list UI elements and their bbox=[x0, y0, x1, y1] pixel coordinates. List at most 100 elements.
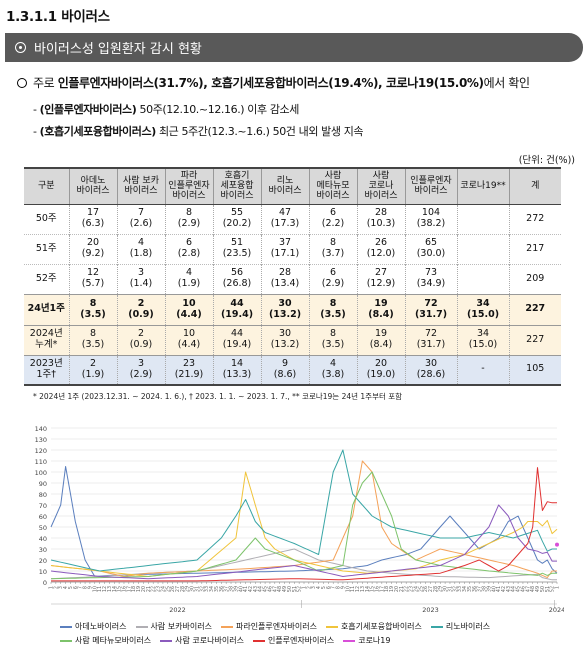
table-cell: 17 (6.3) bbox=[68, 204, 117, 234]
row-label: 24년1주 bbox=[24, 293, 69, 326]
cell-text: 51 bbox=[230, 237, 244, 249]
x-week-label: 23 bbox=[156, 586, 162, 592]
table-header-cell: 사람 코로나 바이러스 bbox=[356, 167, 405, 205]
cell-text: 4 bbox=[137, 237, 145, 249]
x-week-label: 45 bbox=[263, 586, 269, 592]
y-tick-label: 10 bbox=[39, 568, 47, 576]
sub-text: 50주(12.10.~12.16.) 이후 감소세 bbox=[136, 103, 300, 116]
x-week-label: 38 bbox=[482, 586, 488, 592]
series-line bbox=[51, 467, 557, 582]
x-week-label: 11 bbox=[350, 586, 356, 592]
unit-label: (단위: 건(%)) bbox=[518, 155, 575, 166]
table-cell: 8 (2.9) bbox=[164, 204, 213, 234]
row-label-text: 50주 bbox=[35, 212, 57, 224]
header-text: 메타뉴모 bbox=[316, 181, 350, 192]
table-cell: 44 (19.4) bbox=[212, 293, 261, 326]
legend-swatch bbox=[60, 639, 72, 642]
x-week-label: 8 bbox=[336, 586, 342, 589]
legend-label: 호흡기세포융합바이러스 bbox=[340, 622, 422, 631]
table-cell: 7 (2.6) bbox=[116, 204, 165, 234]
x-week-label: 7 bbox=[78, 586, 84, 589]
header-text: 계 bbox=[531, 181, 540, 192]
table-cell: 8 (3.7) bbox=[308, 233, 357, 264]
cell-text: 6 bbox=[329, 267, 337, 279]
y-tick-label: 140 bbox=[35, 425, 47, 433]
x-week-label: 33 bbox=[457, 586, 463, 592]
x-week-label: 46 bbox=[520, 586, 526, 592]
cell-text: 6 bbox=[185, 237, 193, 249]
table-cell: 65 (30.0) bbox=[404, 233, 457, 264]
legend-label: 사람 코로나바이러스 bbox=[175, 636, 244, 645]
cell-text: 20 bbox=[86, 237, 100, 249]
table-header-cell: 코로나19** bbox=[456, 167, 509, 205]
cell-text: (31.7) bbox=[416, 339, 446, 350]
x-week-label: 10 bbox=[92, 586, 98, 592]
x-week-label: 36 bbox=[219, 586, 225, 592]
table-header-cell: 파라 인플루엔자 바이러스 bbox=[164, 167, 213, 205]
row-label-text: 51주 bbox=[35, 242, 57, 254]
cell-text: 30 bbox=[424, 357, 438, 369]
x-week-label: 21 bbox=[146, 586, 152, 592]
legend-swatch bbox=[135, 625, 148, 628]
x-week-label: 26 bbox=[423, 586, 429, 592]
cell-text: 44 bbox=[230, 297, 244, 309]
cell-text: 8 bbox=[329, 237, 337, 249]
legend-label: 인플루엔자바이러스 bbox=[267, 636, 335, 645]
table-cell: 72 (31.7) bbox=[404, 325, 457, 355]
table-cell: 73 (34.9) bbox=[404, 263, 457, 294]
x-week-label: 49 bbox=[535, 586, 541, 592]
x-week-label: 8 bbox=[83, 586, 89, 589]
x-week-label: 1 bbox=[555, 586, 561, 589]
table-cell: 47 (17.3) bbox=[260, 204, 309, 234]
cell-text: (3.5) bbox=[321, 339, 345, 350]
table-row: 24년1주 8 (3.5) 2 (0.9) 10 (4.4) 44 (19.4) 30 (13.2)… bbox=[24, 293, 561, 326]
cell-text: (31.7) bbox=[414, 308, 448, 320]
x-week-label: 52 bbox=[297, 586, 303, 592]
x-week-label: 44 bbox=[258, 586, 264, 592]
legend-item: 코로나19 bbox=[343, 635, 390, 646]
header-text: 바이러스 bbox=[414, 186, 448, 197]
x-week-label: 3 bbox=[311, 586, 317, 589]
legend-row: 사람 메타뉴모바이러스 사람 코로나바이러스 인플루엔자바이러스 코로나19 bbox=[60, 635, 570, 646]
cell-text: (2.9) bbox=[321, 278, 345, 289]
cell-text: 2 bbox=[137, 297, 145, 309]
cell-text: 17 bbox=[86, 207, 100, 219]
x-week-label: 30 bbox=[190, 586, 196, 592]
x-week-label: 13 bbox=[360, 586, 366, 592]
table-cell: 6 (2.8) bbox=[164, 233, 213, 264]
x-week-label: 16 bbox=[374, 586, 380, 592]
x-week-label: 9 bbox=[340, 586, 346, 589]
y-tick-label: 120 bbox=[35, 447, 47, 455]
table-cell: 4 (3.8) bbox=[308, 354, 357, 386]
cell-text: 4 bbox=[185, 267, 193, 279]
cell-text: (2.2) bbox=[321, 218, 345, 229]
x-week-label: 50 bbox=[287, 586, 293, 592]
series-line bbox=[50, 504, 557, 580]
x-week-label: 47 bbox=[272, 586, 278, 592]
cell-text: 44 bbox=[230, 328, 244, 340]
cell-text: (3.5) bbox=[81, 339, 105, 350]
sub-label: (인플루엔자바이러스) bbox=[39, 103, 137, 116]
legend-label: 사람 메타뉴모바이러스 bbox=[75, 636, 152, 645]
table-cell: 26 (12.0) bbox=[356, 233, 405, 264]
cell-text: (20.2) bbox=[222, 218, 252, 229]
sub-text: 최근 5주간(12.3.~1.6.) 50건 내외 발생 지속 bbox=[155, 125, 364, 138]
cell-text: 227 bbox=[525, 303, 546, 315]
header-text: 바이러스 bbox=[172, 191, 206, 202]
x-week-label: 51 bbox=[545, 586, 551, 592]
cell-text: (10.3) bbox=[366, 218, 396, 229]
cell-text: - bbox=[481, 363, 485, 375]
cell-text: (19.4) bbox=[222, 339, 252, 350]
total-cell: 227 bbox=[508, 293, 561, 326]
x-week-label: 17 bbox=[379, 586, 385, 592]
x-week-label: 39 bbox=[233, 586, 239, 592]
cell-text: 8 bbox=[185, 207, 193, 219]
cell-text: 26 bbox=[374, 237, 388, 249]
x-week-label: 23 bbox=[409, 586, 415, 592]
x-week-label: 15 bbox=[370, 586, 376, 592]
cell-text: 4 bbox=[329, 357, 337, 369]
table-cell: 34 (15.0) bbox=[456, 293, 509, 326]
x-week-label: 3 bbox=[58, 586, 64, 589]
table-cell: 104 (38.2) bbox=[404, 204, 457, 234]
x-week-label: 22 bbox=[404, 586, 410, 592]
